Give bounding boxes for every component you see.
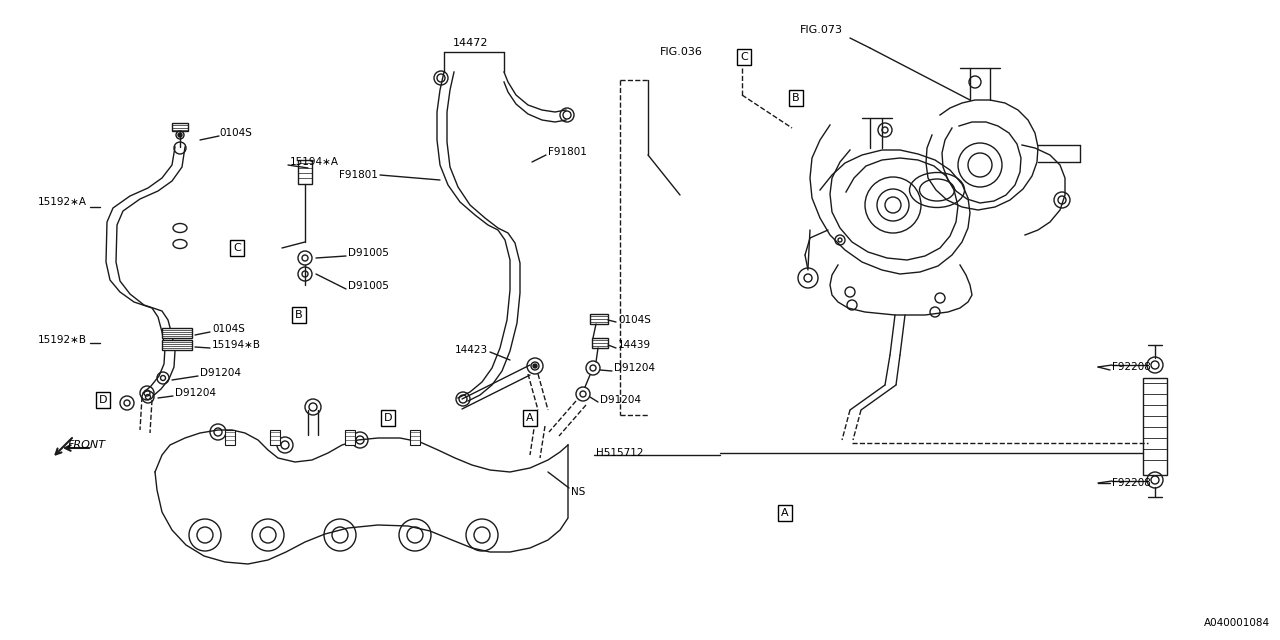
Text: D: D xyxy=(384,413,392,423)
Text: 0104S: 0104S xyxy=(618,315,650,325)
Text: F92208: F92208 xyxy=(1112,362,1151,372)
Text: D91204: D91204 xyxy=(600,395,641,405)
Bar xyxy=(410,430,420,445)
Bar xyxy=(270,430,280,445)
Circle shape xyxy=(532,364,538,368)
Text: 0104S: 0104S xyxy=(219,128,252,138)
Text: FRONT: FRONT xyxy=(68,440,106,450)
Text: D91005: D91005 xyxy=(348,248,389,258)
Text: 15192∗B: 15192∗B xyxy=(38,335,87,345)
Text: F91801: F91801 xyxy=(548,147,586,157)
Bar xyxy=(225,430,236,445)
Text: 0104S: 0104S xyxy=(212,324,244,334)
Text: B: B xyxy=(296,310,303,320)
Text: A: A xyxy=(526,413,534,423)
Bar xyxy=(172,123,188,131)
Text: D: D xyxy=(99,395,108,405)
Text: 15194∗B: 15194∗B xyxy=(212,340,261,350)
Text: A040001084: A040001084 xyxy=(1204,618,1270,628)
Text: 14439: 14439 xyxy=(618,340,652,350)
Text: C: C xyxy=(233,243,241,253)
Bar xyxy=(163,328,192,338)
Text: FIG.036: FIG.036 xyxy=(660,47,703,57)
Text: D91204: D91204 xyxy=(200,368,241,378)
Bar xyxy=(1143,378,1167,475)
Text: H515712: H515712 xyxy=(596,448,644,458)
Circle shape xyxy=(178,133,182,137)
Text: F91801: F91801 xyxy=(339,170,378,180)
Text: D91204: D91204 xyxy=(614,363,655,373)
Text: 14472: 14472 xyxy=(453,38,489,48)
Text: A: A xyxy=(781,508,788,518)
Text: 15194∗A: 15194∗A xyxy=(291,157,339,167)
Text: D91204: D91204 xyxy=(175,388,216,398)
Text: 14423: 14423 xyxy=(454,345,488,355)
Text: B: B xyxy=(792,93,800,103)
Text: F92208: F92208 xyxy=(1112,478,1151,488)
Text: 15192∗A: 15192∗A xyxy=(38,197,87,207)
Bar xyxy=(346,430,355,445)
Bar xyxy=(163,340,192,350)
Text: NS: NS xyxy=(571,487,585,497)
Bar xyxy=(590,314,608,324)
Bar xyxy=(591,338,608,348)
Text: FIG.073: FIG.073 xyxy=(800,25,844,35)
Text: C: C xyxy=(740,52,748,62)
Bar xyxy=(298,160,312,184)
Text: D91005: D91005 xyxy=(348,281,389,291)
